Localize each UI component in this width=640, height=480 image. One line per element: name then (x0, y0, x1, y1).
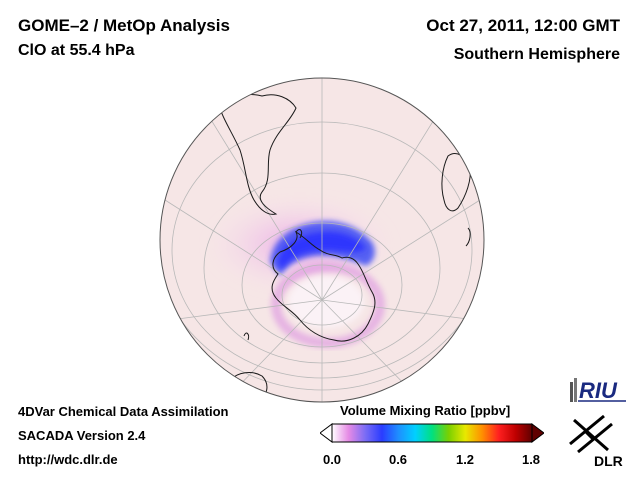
new-zealand-coastline (243, 332, 249, 341)
antarctica-coastline (271, 230, 376, 342)
riu-logo-text: RIU (579, 378, 618, 403)
region-label: Southern Hemisphere (453, 46, 620, 63)
riu-logo: RIU (570, 378, 626, 403)
south-america-coastline (217, 93, 297, 215)
colorbar-tick-2: 1.2 (455, 452, 475, 467)
globe-outline (159, 77, 485, 403)
colorbar (320, 423, 544, 443)
dlr-logo: DLR (569, 414, 623, 469)
madagascar-coastline (465, 227, 471, 247)
colorbar-tick-1: 0.6 (388, 452, 408, 467)
colorbar-tick-3: 1.8 (521, 452, 541, 467)
species-label: ClO at 55.4 hPa (18, 42, 135, 59)
colorbar-left-arrow (320, 423, 333, 443)
colorbar-right-arrow (531, 423, 544, 443)
datetime-label: Oct 27, 2011, 12:00 GMT (426, 16, 620, 35)
graticule (160, 78, 484, 402)
method-label: 4DVar Chemical Data Assimilation (18, 404, 229, 419)
version-label: SACADA Version 2.4 (18, 428, 146, 443)
colorbar-gradient (331, 423, 533, 443)
colorbar-title: Volume Mixing Ratio [ppbv] (340, 403, 511, 418)
product-title: GOME–2 / MetOp Analysis (18, 16, 230, 35)
clo-pink-ring (271, 262, 385, 348)
clo-enhancement-core (278, 231, 366, 270)
antarctic-peninsula (295, 229, 303, 239)
dlr-logo-text: DLR (594, 453, 623, 469)
colorbar-tick-0: 0.0 (322, 452, 342, 467)
url-link[interactable]: http://wdc.dlr.de (18, 452, 118, 467)
